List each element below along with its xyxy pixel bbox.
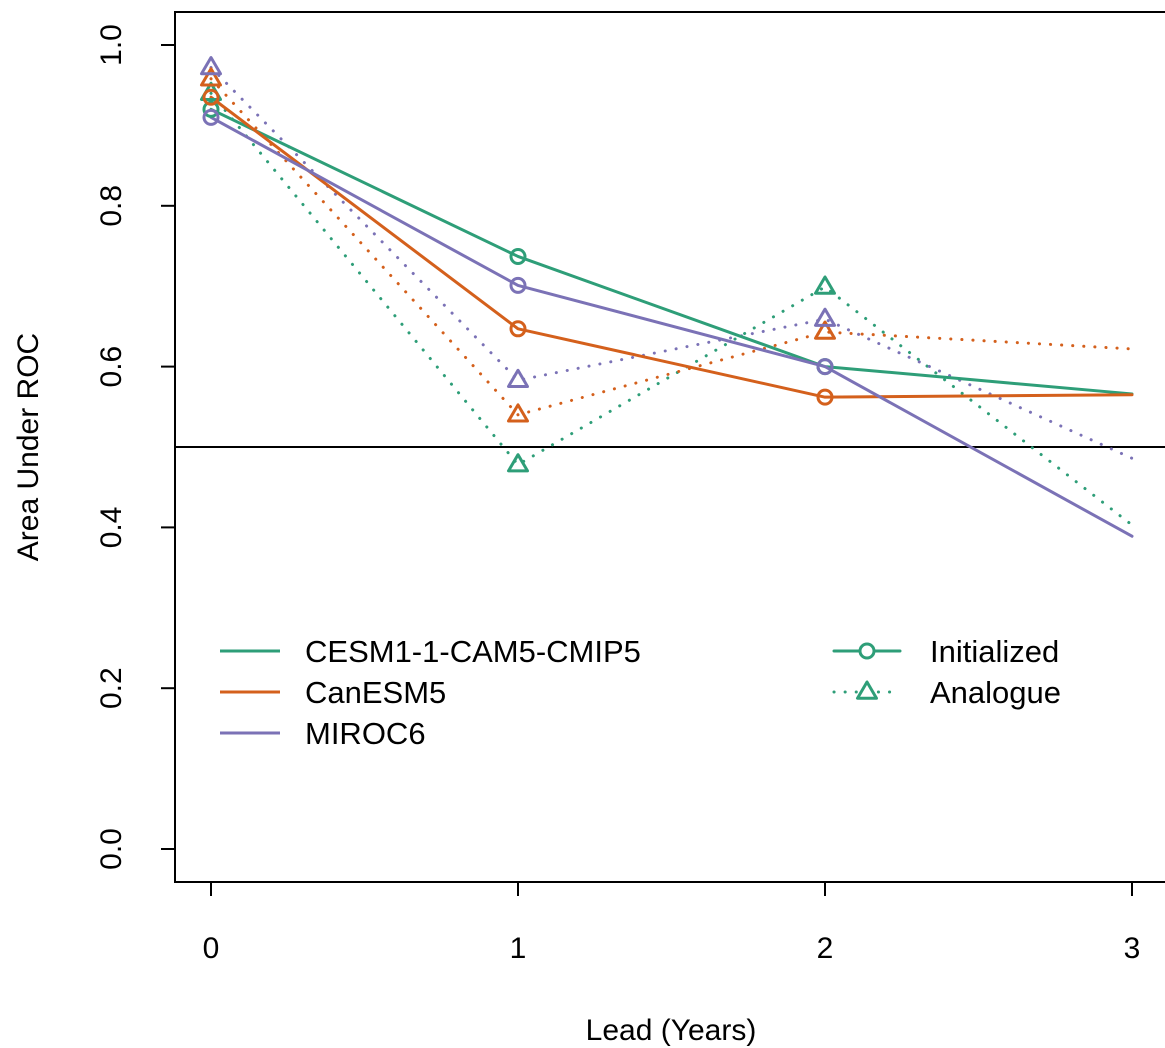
data-point-triangle xyxy=(814,275,836,295)
y-axis-title: Area Under ROC xyxy=(12,333,45,561)
x-tick-label: 1 xyxy=(510,932,527,965)
x-tick-label: 2 xyxy=(817,932,834,965)
data-series xyxy=(200,56,1134,538)
data-point-triangle xyxy=(200,56,222,76)
x-axis: 0 1 2 3 xyxy=(203,882,1141,965)
x-axis-title: Lead (Years) xyxy=(586,1014,757,1047)
series-line-cesm1-1-cam5-cmip5-analogue xyxy=(209,91,1134,527)
data-point-circle xyxy=(202,88,220,106)
series-line-miroc6-initialized xyxy=(209,115,1134,538)
y-tick-label: 0.4 xyxy=(95,507,128,549)
data-point-triangle xyxy=(200,67,222,87)
y-tick-label: 0.2 xyxy=(95,667,128,709)
legend-label: Initialized xyxy=(930,634,1059,669)
legend-triangle-icon xyxy=(856,680,878,700)
data-point-triangle xyxy=(507,453,529,473)
x-tick-label: 3 xyxy=(1124,932,1141,965)
data-point-circle xyxy=(202,100,220,118)
x-tick-label: 0 xyxy=(203,932,220,965)
y-tick-label: 0.8 xyxy=(95,185,128,227)
data-point-circle xyxy=(202,108,220,126)
legend-circle-icon xyxy=(858,642,876,660)
data-point-circle xyxy=(816,388,834,406)
data-point-circle xyxy=(509,276,527,294)
series-line-cesm1-1-cam5-cmip5-initialized xyxy=(209,107,1134,396)
legend-label: Analogue xyxy=(930,675,1061,710)
series-line-miroc6-analogue xyxy=(209,66,1134,460)
data-point-circle xyxy=(509,320,527,338)
y-tick-label: 1.0 xyxy=(95,24,128,66)
legend: CESM1-1-CAM5-CMIP5 CanESM5 MIROC6 Initializ… xyxy=(220,634,1061,751)
data-point-triangle xyxy=(814,307,836,327)
data-point-circle xyxy=(509,247,527,265)
y-tick-label: 0.0 xyxy=(95,828,128,870)
legend-label: CanESM5 xyxy=(305,675,446,710)
series-line-canesm5-initialized xyxy=(209,95,1134,399)
data-point-triangle xyxy=(814,320,836,340)
data-point-triangle xyxy=(507,368,529,388)
y-axis: 0.0 0.2 0.4 0.6 0.8 1.0 xyxy=(95,24,175,870)
legend-label: MIROC6 xyxy=(305,716,426,751)
legend-label: CESM1-1-CAM5-CMIP5 xyxy=(305,634,641,669)
data-point-circle xyxy=(816,358,834,376)
y-tick-label: 0.6 xyxy=(95,346,128,388)
data-point-triangle xyxy=(507,403,529,423)
